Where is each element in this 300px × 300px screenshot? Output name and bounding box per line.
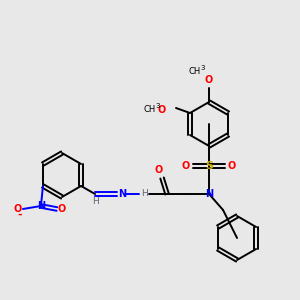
Text: CH: CH [189, 68, 201, 76]
Text: N: N [37, 201, 45, 211]
Text: O: O [205, 75, 213, 85]
Text: 3: 3 [156, 103, 160, 109]
Text: H: H [92, 197, 98, 206]
Text: O: O [158, 105, 166, 115]
Text: O: O [14, 204, 22, 214]
Text: -: - [18, 210, 22, 220]
Text: O: O [58, 204, 66, 214]
Text: N: N [118, 189, 126, 199]
Text: CH: CH [144, 106, 156, 115]
Text: N: N [205, 189, 213, 199]
Text: O: O [228, 161, 236, 171]
Text: O: O [155, 165, 163, 175]
Text: H: H [141, 190, 147, 199]
Text: S: S [205, 161, 213, 171]
Text: O: O [182, 161, 190, 171]
Text: 3: 3 [201, 65, 205, 71]
